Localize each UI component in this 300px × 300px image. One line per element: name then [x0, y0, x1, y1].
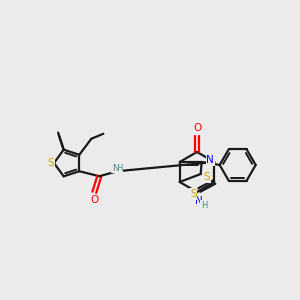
Text: S: S	[203, 172, 210, 182]
Text: O: O	[90, 195, 98, 205]
Text: N: N	[195, 196, 203, 206]
Text: N: N	[206, 155, 214, 165]
Text: H: H	[116, 164, 122, 173]
Text: H: H	[201, 200, 207, 209]
Text: O: O	[193, 123, 201, 133]
Text: S: S	[48, 158, 54, 168]
Text: S: S	[190, 189, 196, 199]
Text: N: N	[112, 164, 119, 173]
